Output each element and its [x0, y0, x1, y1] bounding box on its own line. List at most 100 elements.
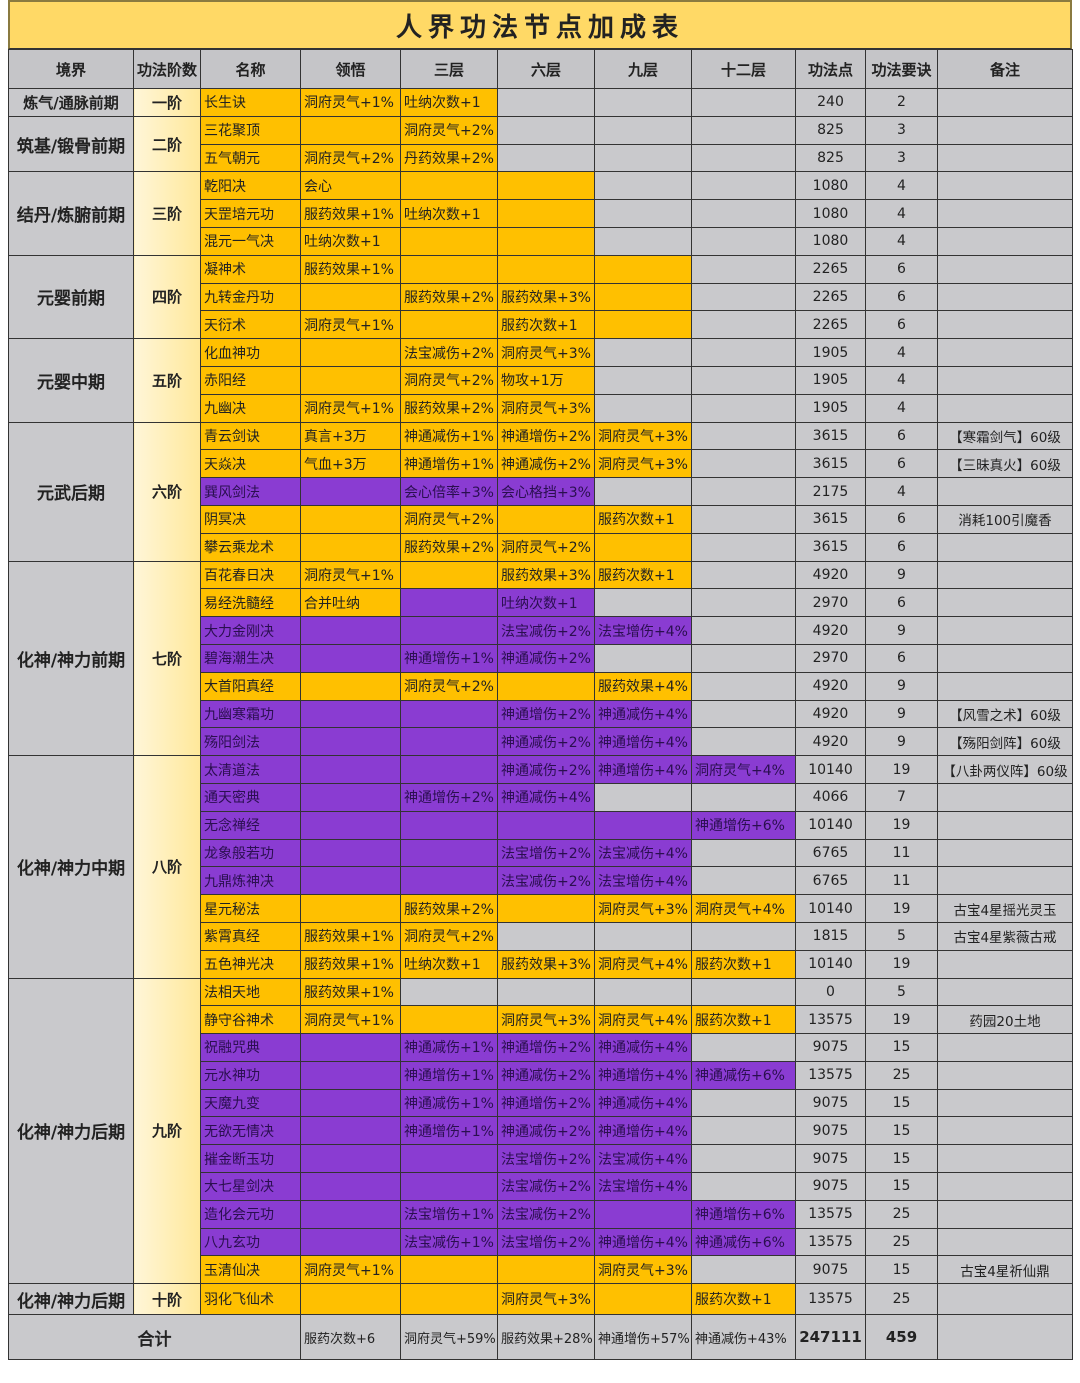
bonus-cell: 洞府灵气+1% — [300, 1255, 401, 1285]
table-row: 化神/神力后期 九阶 法相天地 服药效果+1% 0 5 — [8, 977, 1073, 1285]
tier-cell: 十阶 — [133, 1283, 201, 1316]
table-row: 九鼎炼神决 法宝减伤+2% 法宝增伤+4% 6765 11 — [9, 866, 1073, 896]
table-row: 五气朝元 洞府灵气+2% 丹药效果+2% 825 3 — [9, 143, 1073, 173]
bonus-cell: 神通减伤+2% — [497, 1060, 595, 1090]
bonus-cell: 洞府灵气+2% — [400, 504, 498, 534]
note-cell — [937, 143, 1073, 173]
table-row: 造化会元功 法宝增伤+1% 法宝减伤+2% 神通增伤+6% 13575 25 — [9, 1199, 1073, 1229]
note-cell: 【风雪之术】60级 — [937, 699, 1073, 729]
bonus-cell — [594, 921, 692, 951]
keys-cell: 6 — [865, 532, 938, 562]
bonus-cell — [691, 616, 796, 645]
bonus-cell: 服药次数+1 — [594, 560, 692, 590]
bonus-cell — [300, 1199, 401, 1229]
bonus-cell — [300, 810, 401, 840]
bonus-cell: 物攻+1万 — [497, 365, 595, 395]
note-cell — [937, 1033, 1073, 1062]
bonus-cell: 神通增伤+2% — [497, 699, 595, 729]
bonus-cell: 服药效果+3% — [497, 949, 595, 979]
bonus-cell — [691, 643, 796, 673]
bonus-cell: 神通减伤+2% — [497, 1116, 595, 1146]
bonus-cell: 神通减伤+2% — [497, 643, 595, 673]
bonus-cell — [497, 171, 595, 201]
keys-cell: 4 — [865, 393, 938, 423]
bonus-cell: 服药效果+1% — [300, 199, 401, 228]
realm-cell: 化神/神力中期 — [8, 755, 134, 979]
bonus-cell — [594, 143, 692, 173]
points-cell: 13575 — [795, 1283, 866, 1316]
bonus-cell — [691, 838, 796, 868]
bonus-cell — [300, 115, 401, 145]
realm-cell: 化神/神力前期 — [8, 560, 134, 757]
points-cell: 1080 — [795, 171, 866, 201]
keys-cell: 4 — [865, 365, 938, 395]
bonus-cell — [594, 199, 692, 228]
bonus-cell — [300, 755, 401, 784]
total-sum-cell: 神通增伤+57% — [594, 1314, 692, 1361]
skill-name-cell: 元水神功 — [200, 1060, 301, 1090]
bonus-cell: 法宝增伤+2% — [497, 1144, 595, 1174]
bonus-cell — [691, 338, 796, 367]
note-cell — [937, 1199, 1073, 1229]
bonus-cell — [497, 671, 595, 701]
keys-cell: 4 — [865, 199, 938, 228]
points-cell: 13575 — [795, 1005, 866, 1035]
note-cell — [937, 532, 1073, 562]
bonus-cell: 神通增伤+1% — [400, 643, 498, 673]
bonus-cell: 吐纳次数+1 — [300, 226, 401, 256]
bonus-cell: 神通增伤+4% — [594, 1060, 692, 1090]
bonus-cell: 洞府灵气+1% — [300, 393, 401, 423]
bonus-cell — [691, 1033, 796, 1062]
bonus-cell — [300, 365, 401, 395]
bonus-cell: 神通增伤+2% — [497, 421, 595, 451]
note-cell — [937, 115, 1073, 145]
table-row: 碧海潮生决 神通增伤+1% 神通减伤+2% 2970 6 — [9, 643, 1073, 673]
bonus-cell — [594, 115, 692, 145]
bonus-cell — [691, 115, 796, 145]
bonus-cell: 神通增伤+1% — [400, 1116, 498, 1146]
note-cell — [937, 254, 1073, 284]
points-cell: 240 — [795, 88, 866, 117]
bonus-cell: 洞府灵气+1% — [300, 1005, 401, 1035]
keys-cell: 25 — [865, 1283, 938, 1316]
points-cell: 13575 — [795, 1060, 866, 1090]
skill-name-cell: 百花春日决 — [200, 560, 301, 590]
table-row: 筑基/锻骨前期 二阶 三花聚顶 洞府灵气+2% 825 3 — [8, 115, 1073, 173]
skill-name-cell: 易经洗髓经 — [200, 588, 301, 618]
note-cell — [937, 671, 1073, 701]
bonus-cell: 服药效果+1% — [300, 949, 401, 979]
realm-cell: 结丹/炼腑前期 — [8, 171, 134, 256]
table-row: 通天密典 神通增伤+2% 神通减伤+4% 4066 7 — [9, 782, 1073, 812]
bonus-cell — [594, 810, 692, 840]
skill-name-cell: 赤阳经 — [200, 365, 301, 395]
bonus-cell: 洞府灵气+4% — [594, 949, 692, 979]
note-cell — [937, 1144, 1073, 1174]
bonus-cell — [691, 977, 796, 1007]
keys-cell: 2 — [865, 88, 938, 117]
bonus-cell: 吐纳次数+1 — [400, 949, 498, 979]
bonus-cell — [300, 1033, 401, 1062]
keys-cell: 9 — [865, 699, 938, 729]
note-cell — [937, 949, 1073, 979]
table-row: 易经洗髓经 合并吐纳 吐纳次数+1 2970 6 — [9, 588, 1073, 618]
skill-name-cell: 碧海潮生决 — [200, 643, 301, 673]
table-row: 元水神功 神通增伤+1% 神通减伤+2% 神通增伤+4% 神通减伤+6% 13575 25 — [9, 1060, 1073, 1090]
bonus-cell: 神通减伤+2% — [497, 727, 595, 757]
bonus-cell — [594, 282, 692, 312]
bonus-cell — [594, 338, 692, 367]
bonus-cell — [400, 1172, 498, 1201]
bonus-cell: 神通增伤+1% — [400, 449, 498, 479]
bonus-cell — [497, 894, 595, 923]
bonus-cell — [400, 1283, 498, 1316]
bonus-cell: 洞府灵气+3% — [497, 1283, 595, 1316]
bonus-cell: 洞府灵气+1% — [300, 88, 401, 117]
skill-bonus-table: 境界 功法阶数 名称 领悟 三层 六层 九层 十二层 功法点 功法要诀 备注 炼气/通脉前期 一阶 长生… — [8, 49, 1073, 1361]
bonus-cell — [300, 616, 401, 645]
skill-name-cell: 九转金丹功 — [200, 282, 301, 312]
points-cell: 3615 — [795, 532, 866, 562]
points-cell: 3615 — [795, 421, 866, 451]
points-cell: 13575 — [795, 1227, 866, 1257]
points-cell: 825 — [795, 115, 866, 145]
bonus-cell: 服药效果+1% — [300, 254, 401, 284]
points-cell: 1905 — [795, 338, 866, 367]
